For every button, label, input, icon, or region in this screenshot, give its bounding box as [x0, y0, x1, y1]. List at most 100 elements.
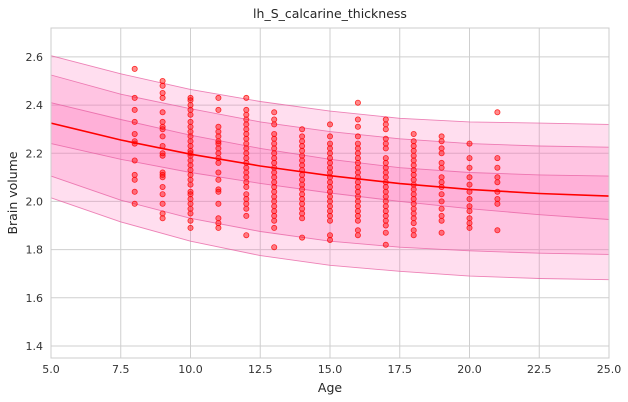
data-point	[271, 208, 278, 215]
data-point	[243, 232, 250, 239]
data-point	[382, 193, 389, 200]
data-point	[354, 133, 361, 140]
data-point	[215, 169, 222, 176]
data-point	[382, 208, 389, 215]
data-point	[354, 155, 361, 162]
y-tick-label: 2.0	[26, 195, 44, 208]
data-point	[438, 205, 445, 212]
data-point	[354, 227, 361, 234]
data-point	[159, 215, 166, 222]
data-point	[494, 109, 501, 116]
data-point	[243, 205, 250, 212]
data-point	[131, 106, 138, 113]
band-edge-lower	[50, 175, 610, 255]
data-point	[187, 224, 194, 231]
y-tick-label: 1.8	[26, 244, 44, 257]
data-point	[326, 193, 333, 200]
data-point	[354, 99, 361, 106]
data-point	[159, 152, 166, 159]
data-point	[326, 133, 333, 140]
data-point	[187, 217, 194, 224]
data-point	[382, 155, 389, 162]
band-edge-upper	[50, 74, 610, 148]
data-point	[159, 133, 166, 140]
data-point	[243, 140, 250, 147]
data-point	[354, 208, 361, 215]
data-point	[354, 116, 361, 123]
data-point	[382, 145, 389, 152]
data-point	[215, 145, 222, 152]
data-points	[131, 65, 501, 251]
data-point	[494, 200, 501, 207]
data-point	[382, 140, 389, 147]
data-point	[215, 176, 222, 183]
data-point	[494, 155, 501, 162]
data-point	[187, 171, 194, 178]
x-axis-ticks: 5.0 7.5 10.0 12.5 15.0 17.5 20.0 22.5 25.0	[42, 363, 621, 376]
chart-title: lh_S_calcarine_thickness	[253, 6, 407, 21]
data-point	[159, 126, 166, 133]
data-point	[326, 236, 333, 243]
data-point	[159, 118, 166, 125]
data-point	[466, 203, 473, 210]
x-tick-label: 5.0	[42, 363, 60, 376]
x-axis-label: Age	[318, 380, 342, 395]
data-point	[438, 174, 445, 181]
x-tick-label: 22.5	[527, 363, 552, 376]
data-point	[159, 200, 166, 207]
data-point	[354, 217, 361, 224]
data-point	[299, 215, 306, 222]
x-tick-label: 25.0	[597, 363, 622, 376]
data-point	[326, 208, 333, 215]
data-point	[438, 191, 445, 198]
data-point	[215, 106, 222, 113]
data-point	[299, 181, 306, 188]
data-point	[466, 181, 473, 188]
data-point	[382, 203, 389, 210]
x-tick-label: 12.5	[248, 363, 273, 376]
data-point	[215, 128, 222, 135]
data-point	[187, 128, 194, 135]
band-edge-upper	[50, 55, 610, 125]
y-tick-label: 2.4	[26, 99, 44, 112]
data-point	[159, 82, 166, 89]
data-point	[466, 220, 473, 227]
data-point	[326, 217, 333, 224]
data-point	[131, 176, 138, 183]
data-point	[271, 193, 278, 200]
data-point	[466, 208, 473, 215]
y-tick-label: 2.2	[26, 147, 44, 160]
data-point	[466, 164, 473, 171]
data-point	[438, 150, 445, 157]
data-point	[354, 193, 361, 200]
data-point	[131, 130, 138, 137]
data-point	[131, 118, 138, 125]
plot-area-frame	[50, 27, 610, 359]
data-point	[271, 121, 278, 128]
data-point	[131, 171, 138, 178]
data-point	[410, 220, 417, 227]
data-point	[299, 234, 306, 241]
data-point	[215, 94, 222, 101]
data-point	[215, 123, 222, 130]
trend-line	[50, 122, 610, 197]
data-point	[243, 212, 250, 219]
data-point	[187, 200, 194, 207]
data-point	[187, 118, 194, 125]
data-point	[382, 126, 389, 133]
data-point	[326, 145, 333, 152]
data-point	[215, 200, 222, 207]
data-point	[326, 121, 333, 128]
data-point	[354, 232, 361, 239]
data-point	[271, 224, 278, 231]
data-point	[187, 181, 194, 188]
data-point	[271, 109, 278, 116]
data-point	[382, 229, 389, 236]
data-point	[243, 116, 250, 123]
data-point	[382, 116, 389, 123]
data-point	[382, 174, 389, 181]
data-point	[410, 232, 417, 239]
data-point	[271, 116, 278, 123]
data-point	[326, 203, 333, 210]
data-point	[215, 224, 222, 231]
